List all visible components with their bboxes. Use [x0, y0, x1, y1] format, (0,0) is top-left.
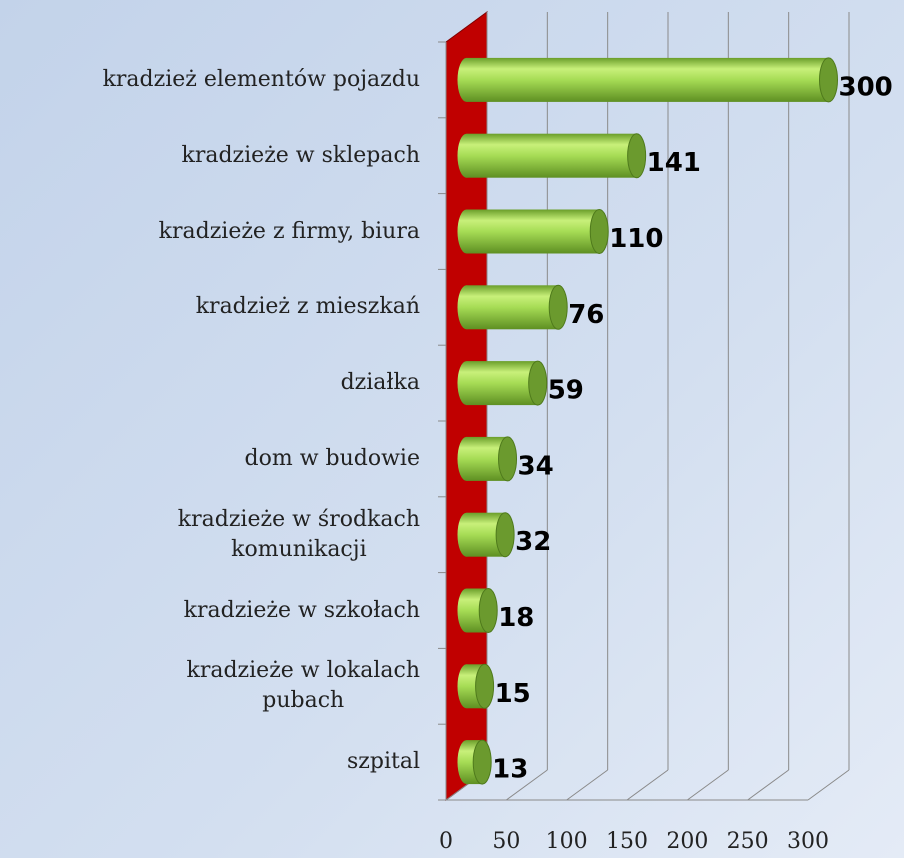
grid-floor [807, 769, 850, 801]
y-tick-label: kradzież elementów pojazdu [102, 66, 420, 92]
y-tick-label: działka [340, 370, 420, 396]
value-label: 110 [609, 224, 663, 254]
value-label: 76 [568, 300, 604, 330]
bar [457, 360, 548, 406]
bar-cap [589, 209, 609, 254]
grid-floor [626, 769, 669, 801]
bar [457, 739, 492, 785]
x-tick-label: 200 [666, 829, 708, 854]
y-tick-label: kradzieże z firmy, biura [158, 218, 420, 244]
bar-cap [528, 360, 548, 406]
bar-cap [478, 588, 498, 633]
x-tick-label: 100 [546, 829, 588, 854]
x-tick-label: 300 [787, 829, 829, 854]
grid-floor [687, 769, 729, 801]
value-label: 141 [647, 148, 701, 178]
bar [457, 663, 495, 709]
value-label: 34 [518, 451, 554, 481]
grid-floor [747, 769, 789, 801]
bar [457, 133, 647, 179]
bar-body [466, 361, 538, 406]
y-tick-label: kradzieże w szkołach [183, 597, 420, 623]
bar-body [466, 285, 559, 330]
bar-cap [498, 436, 518, 482]
value-label: 32 [515, 527, 551, 557]
bar [457, 588, 498, 633]
x-tick-label: 250 [727, 829, 769, 854]
y-tick-label: kradzieże w lokalach pubach [186, 658, 421, 714]
bar [457, 209, 609, 254]
y-tick-label: dom w budowie [244, 445, 420, 471]
bar-cap [472, 739, 492, 785]
grid-floor [506, 769, 548, 801]
bar [457, 57, 838, 103]
y-tick-label: kradzież z mieszkań [195, 294, 420, 320]
bar-cap [627, 133, 647, 179]
y-tick-label: szpital [347, 749, 420, 775]
bar [457, 512, 515, 558]
y-tick-label: kradzieże w środkach komunikacji [177, 506, 420, 562]
value-label: 15 [495, 679, 531, 709]
value-label: 18 [498, 603, 534, 633]
bar-body [466, 57, 829, 102]
bar-body [466, 133, 637, 178]
bar-cap [495, 512, 515, 558]
bar-body [466, 209, 600, 254]
bar-cap [548, 284, 568, 330]
y-tick-label: kradzieże w sklepach [181, 142, 421, 168]
bar-cap [475, 663, 495, 709]
value-label: 59 [548, 376, 584, 406]
x-tick-label: 50 [492, 829, 520, 854]
bar-cap [819, 57, 838, 103]
x-tick-label: 0 [439, 829, 453, 854]
grid-floor [566, 769, 608, 801]
x-tick-label: 150 [606, 829, 648, 854]
value-label: 300 [839, 72, 893, 102]
bar [457, 284, 568, 330]
bar [457, 436, 518, 482]
value-label: 13 [492, 755, 528, 785]
